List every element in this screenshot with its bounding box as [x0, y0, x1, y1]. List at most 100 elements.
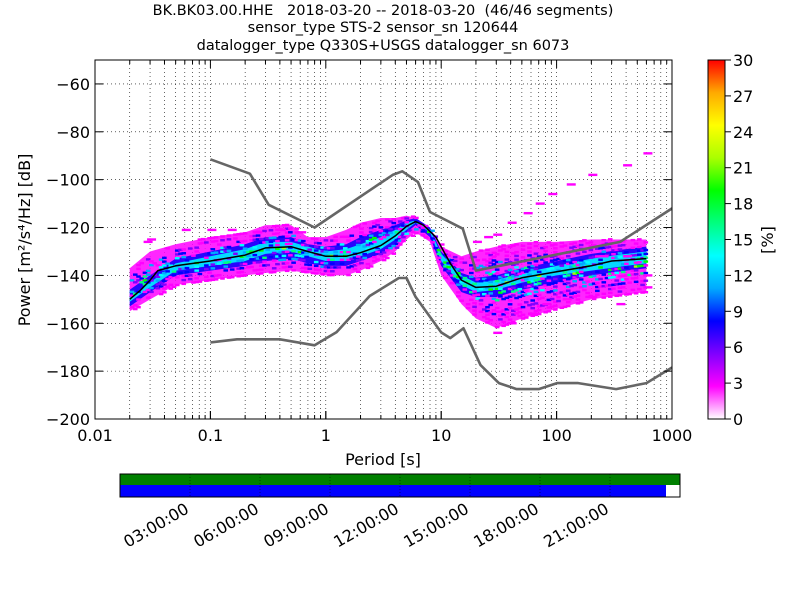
- heatmap-cell: [517, 307, 523, 310]
- heatmap-cell: [485, 309, 490, 313]
- colorbar-tick-label: 12: [733, 266, 753, 285]
- heatmap-cell: [339, 250, 345, 254]
- heatmap-cell: [365, 262, 371, 266]
- heatmap-cell: [145, 269, 151, 273]
- heatmap-cell: [362, 233, 367, 237]
- heatmap-cell: [281, 250, 287, 254]
- heatmap-cell: [446, 265, 451, 269]
- heatmap-cell: [498, 295, 503, 298]
- heatmap-cell: [575, 275, 581, 278]
- outlier-cell: [623, 255, 633, 258]
- heatmap-cell: [158, 273, 164, 277]
- heatmap-cell: [401, 224, 406, 227]
- heatmap-cell: [187, 247, 193, 250]
- heatmap-cell: [291, 257, 296, 261]
- heatmap-cell: [355, 224, 361, 228]
- heatmap-cell: [633, 265, 639, 268]
- heatmap-cell: [162, 271, 167, 275]
- heatmap-cell: [494, 287, 500, 291]
- heatmap-cell: [633, 261, 639, 264]
- heatmap-cell: [401, 239, 406, 243]
- heatmap-cell: [242, 274, 248, 277]
- x-tick-label: 1000: [652, 426, 693, 445]
- heatmap-cell: [288, 257, 293, 261]
- heatmap-cell: [507, 303, 513, 306]
- heatmap-cell: [239, 259, 245, 262]
- heatmap-cell: [491, 263, 497, 266]
- colorbar-tick-label: 9: [733, 302, 743, 321]
- heatmap-cell: [491, 259, 497, 262]
- heatmap-cell: [246, 266, 251, 269]
- heatmap-cell: [174, 249, 180, 252]
- heatmap-cell: [226, 238, 232, 241]
- heatmap-cell: [478, 287, 484, 291]
- outlier-cell: [566, 183, 576, 186]
- heatmap-cell: [236, 232, 241, 236]
- heatmap-cell: [391, 252, 397, 255]
- heatmap-cell: [478, 299, 484, 302]
- heatmap-cell: [488, 292, 494, 295]
- heatmap-cell: [136, 279, 141, 282]
- heatmap-cell: [485, 313, 490, 317]
- heatmap-cell: [614, 271, 620, 275]
- heatmap-cell: [184, 270, 190, 274]
- heatmap-cell: [562, 278, 568, 282]
- heatmap-cell: [372, 229, 377, 232]
- heatmap-cell: [469, 264, 474, 267]
- heatmap-cell: [507, 318, 513, 321]
- chart-title-line-2: sensor_type STS-2 sensor_sn 120644: [247, 20, 519, 36]
- heatmap-cell: [607, 284, 613, 287]
- heatmap-cell: [498, 314, 503, 317]
- heatmap-cell: [226, 261, 232, 264]
- heatmap-cell: [514, 270, 519, 273]
- heatmap-cell: [540, 258, 545, 261]
- heatmap-cell: [469, 267, 474, 271]
- x-axis-ticks: 0.01 0.1 1 10 100 1000: [77, 60, 692, 445]
- heatmap-cell: [562, 294, 568, 297]
- heatmap-cell: [520, 244, 526, 248]
- outlier-cell: [548, 192, 558, 196]
- heatmap-cell: [342, 235, 348, 239]
- heatmap-cell: [488, 284, 494, 287]
- heatmap-cell: [643, 264, 649, 267]
- heatmap-cell: [523, 270, 529, 273]
- heatmap-cell: [578, 270, 584, 274]
- heatmap-cell: [546, 298, 552, 302]
- heatmap-cell: [572, 241, 578, 245]
- heatmap-cell: [530, 280, 536, 283]
- heatmap-cell: [275, 239, 280, 243]
- heatmap-cell: [569, 296, 574, 299]
- heatmap-cell: [465, 303, 471, 306]
- heatmap-cell: [533, 260, 539, 263]
- heatmap-cell: [585, 261, 590, 264]
- heatmap-cell: [630, 273, 636, 276]
- heatmap-cell: [485, 321, 490, 324]
- heatmap-cell: [423, 236, 429, 239]
- heatmap-cell: [520, 317, 526, 320]
- heatmap-cell: [540, 288, 545, 292]
- heatmap-cell: [346, 239, 351, 242]
- heatmap-cell: [624, 293, 629, 296]
- heatmap-cell: [553, 247, 558, 250]
- heatmap-cell: [333, 266, 338, 269]
- heatmap-cell: [520, 248, 526, 251]
- heatmap-cell: [620, 263, 626, 266]
- heatmap-cell: [488, 303, 494, 307]
- heatmap-cell: [414, 216, 419, 220]
- heatmap-cell: [494, 253, 500, 256]
- heatmap-cell: [226, 249, 232, 253]
- heatmap-cell: [330, 266, 335, 269]
- y-tick-label: −80: [56, 123, 90, 142]
- heatmap-cell: [410, 230, 416, 234]
- heatmap-cell: [249, 235, 254, 238]
- heatmap-cell: [339, 243, 345, 246]
- heatmap-cell: [459, 280, 464, 283]
- heatmap-cell: [640, 264, 645, 267]
- heatmap-cell: [527, 304, 532, 307]
- heatmap-cell: [575, 294, 581, 297]
- heatmap-cell: [313, 260, 319, 264]
- colorbar-tick-label: 27: [733, 87, 753, 106]
- heatmap-cell: [297, 258, 303, 261]
- heatmap-cell: [388, 227, 393, 231]
- heatmap-cell: [472, 282, 477, 286]
